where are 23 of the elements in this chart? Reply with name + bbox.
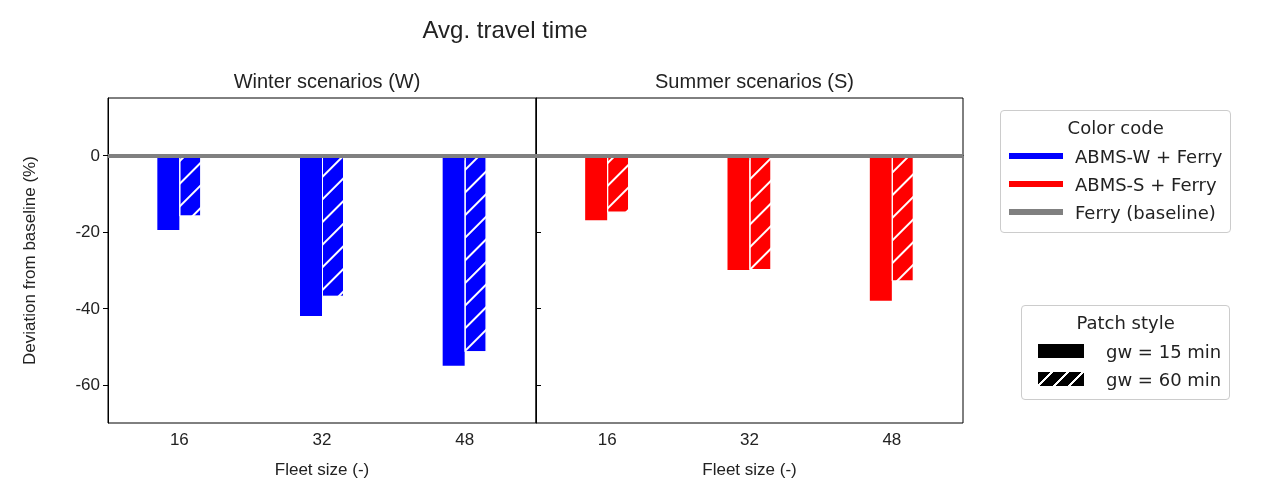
x-axis-title: Fleet size (-) (274, 460, 370, 479)
x-axis-title: Fleet size (-) (702, 460, 797, 479)
x-tick-label: 48 (882, 430, 902, 449)
chart-title: Avg. travel time (422, 15, 588, 43)
x-tick-label: 16 (597, 430, 617, 449)
x-tick-label: 48 (455, 430, 475, 449)
x-tick-label: 32 (740, 430, 759, 449)
y-tick-label: -20 (75, 222, 100, 242)
legend-label: ABMS-W + Ferry (1074, 144, 1223, 169)
y-tick-label: -60 (75, 375, 100, 395)
y-tick-label: -40 (75, 298, 100, 318)
y-axis-title: Deviation from baseline (%) (20, 156, 39, 365)
y-tick-label: 0 (90, 145, 100, 165)
legend-label: ABMS-S + Ferry (1074, 172, 1218, 197)
legend-label: Ferry (baseline) (1074, 200, 1217, 225)
text: Patch style (1075, 312, 1176, 333)
x-tick-label: 32 (312, 430, 332, 449)
legend-title: Color code (1066, 117, 1165, 138)
x-tick-label: 16 (169, 430, 189, 449)
chart-subtitle: Summer scenarios (S) (655, 70, 854, 92)
text: gw = 15 min (1105, 339, 1222, 364)
chart-subtitle: Winter scenarios (W) (233, 70, 421, 92)
text: gw = 60 min (1105, 367, 1222, 392)
